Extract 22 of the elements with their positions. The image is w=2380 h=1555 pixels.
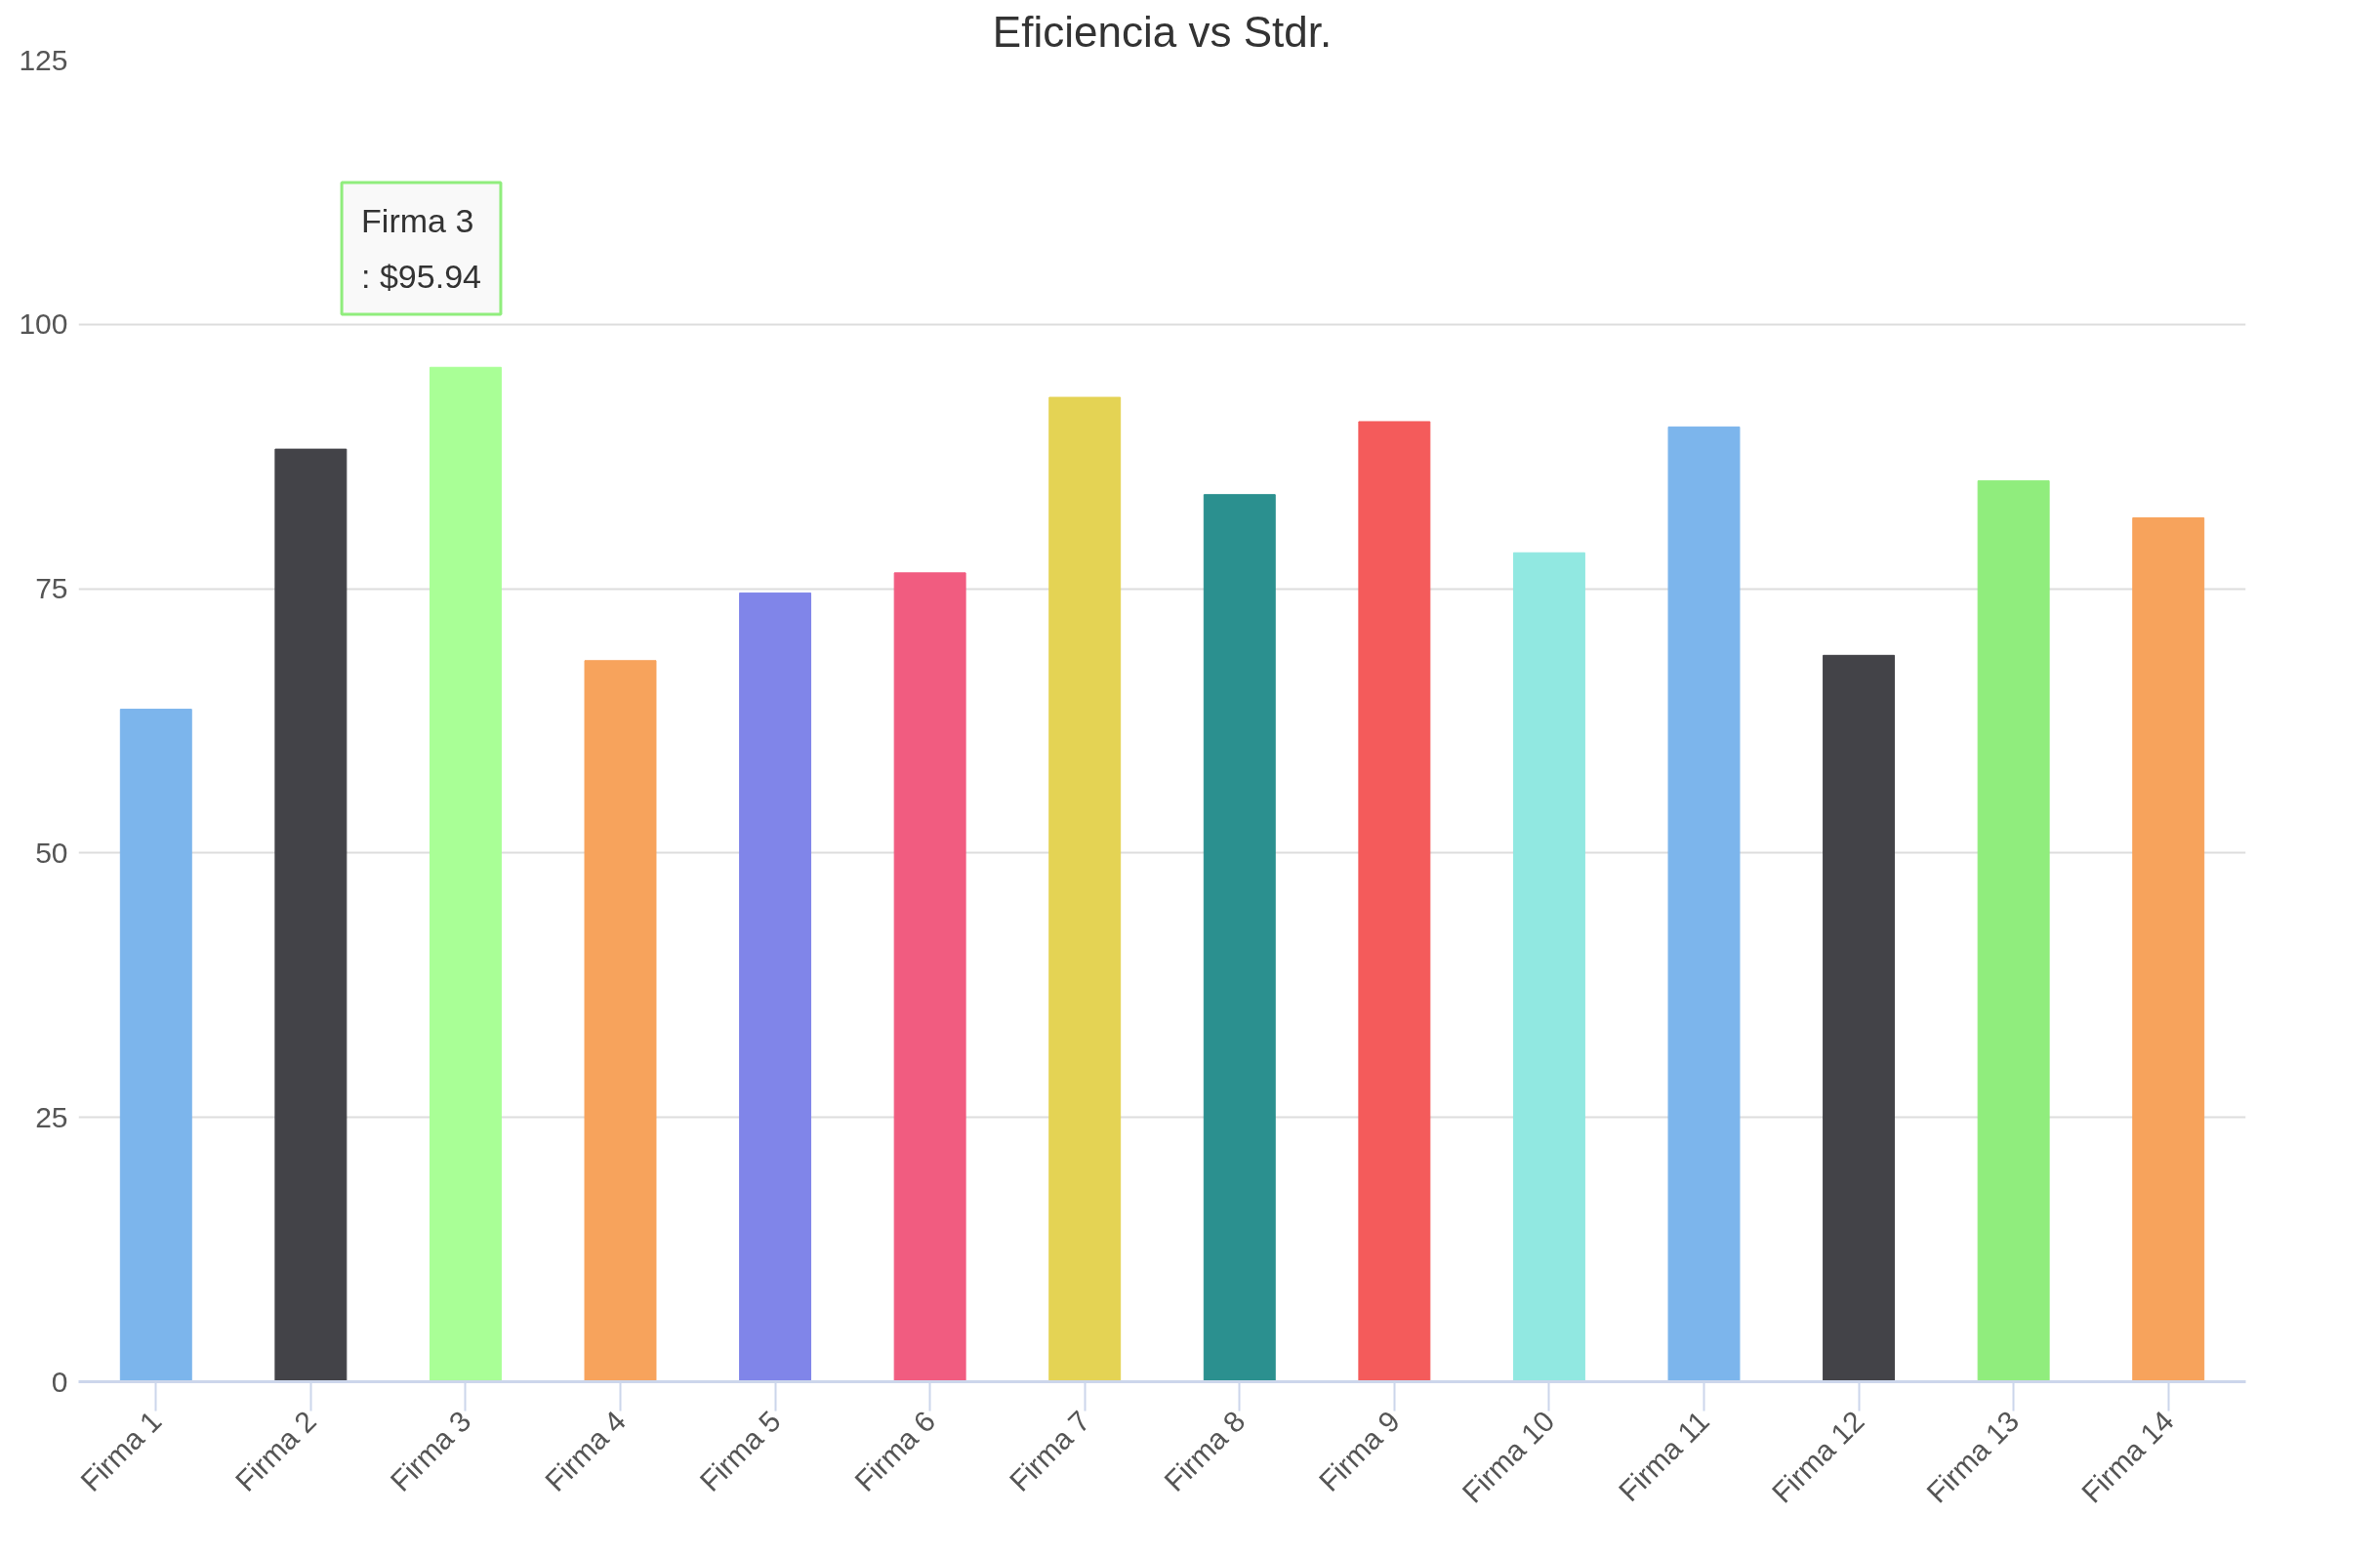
bar [119, 709, 192, 1382]
bar [2132, 517, 2205, 1382]
bar [1358, 421, 1431, 1382]
y-tick-label: 75 [35, 572, 68, 605]
bar [1823, 654, 1896, 1382]
bar [1667, 426, 1741, 1382]
y-tick-label: 50 [35, 836, 68, 869]
bar [1048, 396, 1122, 1382]
bar [274, 448, 348, 1382]
chart-title: Eficiencia vs Stdr. [992, 7, 1333, 56]
y-tick-label: 0 [51, 1365, 68, 1398]
bar [739, 592, 812, 1382]
bar [584, 660, 657, 1382]
bar [429, 366, 502, 1382]
bar [893, 572, 966, 1382]
y-tick-label: 100 [19, 307, 68, 341]
bar [1977, 480, 2050, 1382]
y-tick-label: 25 [35, 1100, 68, 1133]
bar [1512, 552, 1585, 1382]
y-tick-label: 125 [19, 43, 68, 76]
bar [1203, 494, 1276, 1382]
annotation: Firma 3 : $95.94 [361, 202, 481, 296]
